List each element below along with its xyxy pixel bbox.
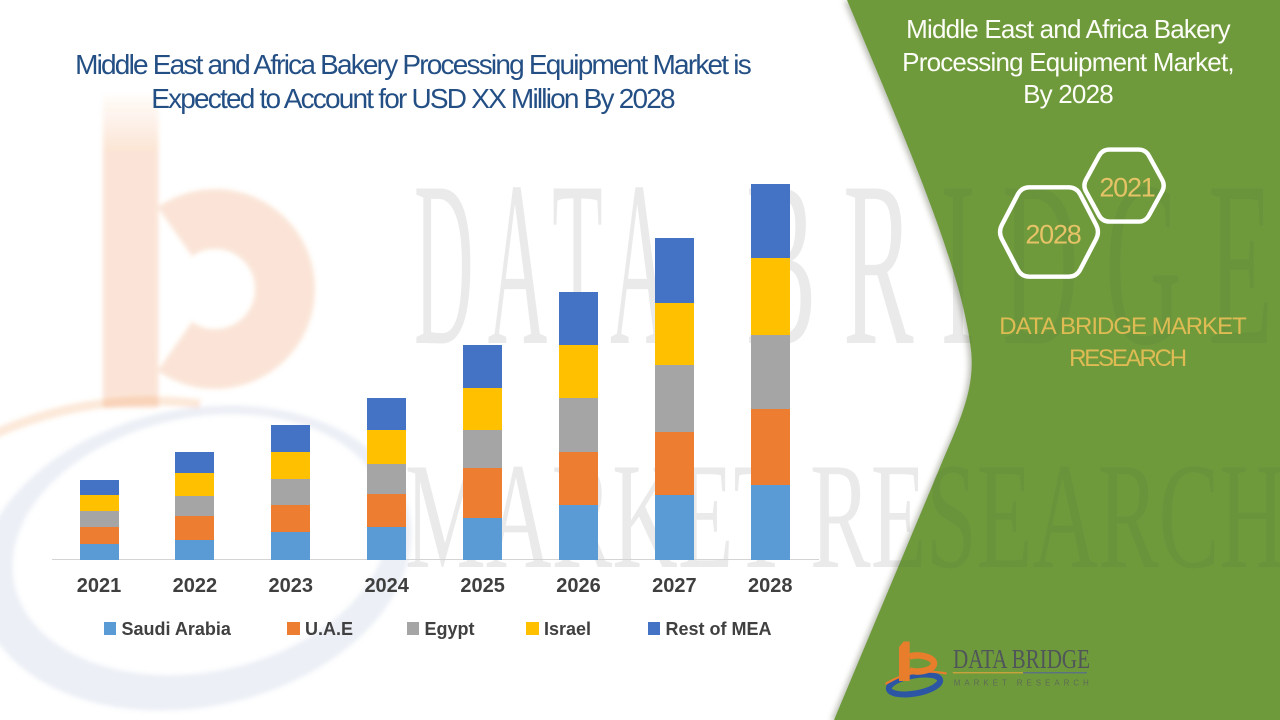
svg-text:2028: 2028 (1025, 220, 1080, 250)
svg-text:MARKET RESEARCH: MARKET RESEARCH (954, 679, 1089, 688)
svg-text:2021: 2021 (1099, 173, 1154, 203)
svg-text:DATA BRIDGE: DATA BRIDGE (953, 644, 1090, 674)
